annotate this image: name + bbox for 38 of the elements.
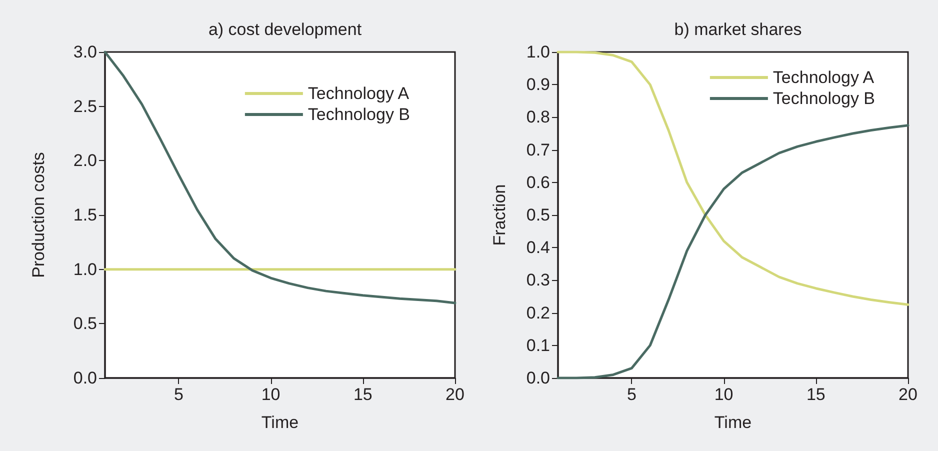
x-tick-label: 15 (806, 385, 826, 404)
y-tick-label: 1.0 (526, 42, 550, 62)
y-tick-label: 1.5 (73, 206, 97, 224)
x-tick-label: 20 (446, 385, 464, 404)
y-tick-label: 2.5 (73, 96, 97, 116)
y-axis-title: Fraction (490, 184, 509, 246)
line-series (556, 50, 910, 306)
x-tick-label: 20 (898, 385, 918, 404)
x-tick-label: 15 (353, 385, 372, 404)
y-tick-label: 0.5 (73, 314, 97, 334)
legend-label: Technology A (772, 68, 875, 87)
y-tick-label: 0.4 (526, 238, 550, 258)
y-tick-label: 0.0 (73, 368, 97, 388)
line-series (104, 50, 456, 304)
chart-title: a) cost development (208, 20, 362, 39)
y-tick-label: 0.7 (526, 140, 550, 160)
x-tick-label: 10 (261, 385, 280, 404)
y-tick-label: 0.5 (526, 206, 550, 224)
legend-label: Technology B (308, 105, 410, 124)
y-tick-label: 1.0 (73, 260, 97, 279)
y-tick-label: 0.0 (526, 368, 550, 388)
x-tick-label: 10 (714, 385, 734, 404)
x-axis-title: Time (261, 413, 299, 432)
y-axis-title: Production costs (29, 152, 48, 278)
y-tick-label: 0.8 (526, 108, 550, 127)
y-tick-label: 2.0 (73, 151, 97, 170)
chart-title: b) market shares (674, 20, 802, 39)
x-tick-label: 5 (174, 385, 184, 404)
x-axis-title: Time (714, 413, 752, 432)
y-tick-label: 0.9 (526, 75, 550, 94)
legend-label: Technology B (772, 89, 876, 108)
y-tick-label: 0.6 (526, 172, 550, 192)
x-tick-label: 5 (626, 385, 636, 404)
legend-label: Technology A (308, 84, 410, 103)
y-tick-label: 0.1 (526, 336, 550, 355)
y-tick-label: 0.2 (526, 303, 550, 322)
y-tick-label: 3.0 (73, 42, 97, 62)
y-tick-label: 0.3 (526, 270, 550, 290)
